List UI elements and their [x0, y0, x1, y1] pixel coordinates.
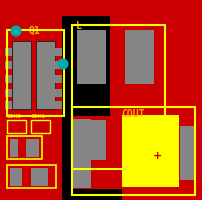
Bar	[5, 101, 12, 109]
Bar	[31, 168, 48, 186]
Bar	[5, 89, 12, 97]
Bar	[77, 120, 106, 160]
Text: +: +	[152, 151, 162, 161]
Bar	[62, 189, 122, 200]
Circle shape	[57, 58, 69, 70]
Bar	[55, 48, 62, 56]
Bar	[10, 139, 23, 157]
Bar	[55, 61, 62, 69]
Bar	[26, 139, 39, 157]
Bar	[7, 136, 42, 159]
Bar	[31, 120, 50, 133]
Bar	[62, 16, 71, 200]
Text: Q1: Q1	[29, 26, 41, 36]
Bar	[7, 30, 64, 116]
Bar	[12, 41, 31, 109]
Text: CIN1: CIN1	[31, 114, 46, 119]
Text: COUT: COUT	[121, 109, 144, 119]
Bar	[7, 165, 56, 188]
Bar	[77, 30, 106, 84]
Bar	[22, 168, 30, 186]
Bar	[72, 25, 165, 169]
Bar	[180, 126, 195, 180]
Bar	[5, 61, 12, 69]
Bar	[5, 48, 12, 56]
Bar	[125, 120, 154, 160]
Bar	[36, 41, 55, 109]
Circle shape	[10, 25, 22, 37]
Text: CIN3: CIN3	[27, 183, 42, 188]
Bar	[62, 16, 110, 116]
Bar	[72, 119, 91, 188]
Bar	[55, 89, 62, 97]
Bar	[55, 101, 62, 109]
Bar	[10, 168, 27, 186]
Bar	[55, 75, 62, 83]
Bar	[7, 120, 26, 133]
Bar	[18, 139, 26, 157]
Text: CIN2: CIN2	[7, 114, 22, 119]
Text: L: L	[76, 21, 82, 31]
Bar	[72, 107, 195, 195]
Bar	[122, 115, 179, 187]
Bar	[125, 30, 154, 84]
Bar	[5, 75, 12, 83]
